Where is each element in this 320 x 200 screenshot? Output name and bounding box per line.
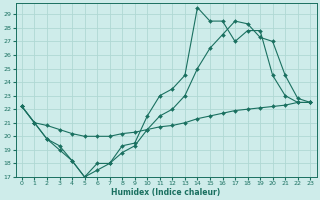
X-axis label: Humidex (Indice chaleur): Humidex (Indice chaleur) <box>111 188 221 197</box>
